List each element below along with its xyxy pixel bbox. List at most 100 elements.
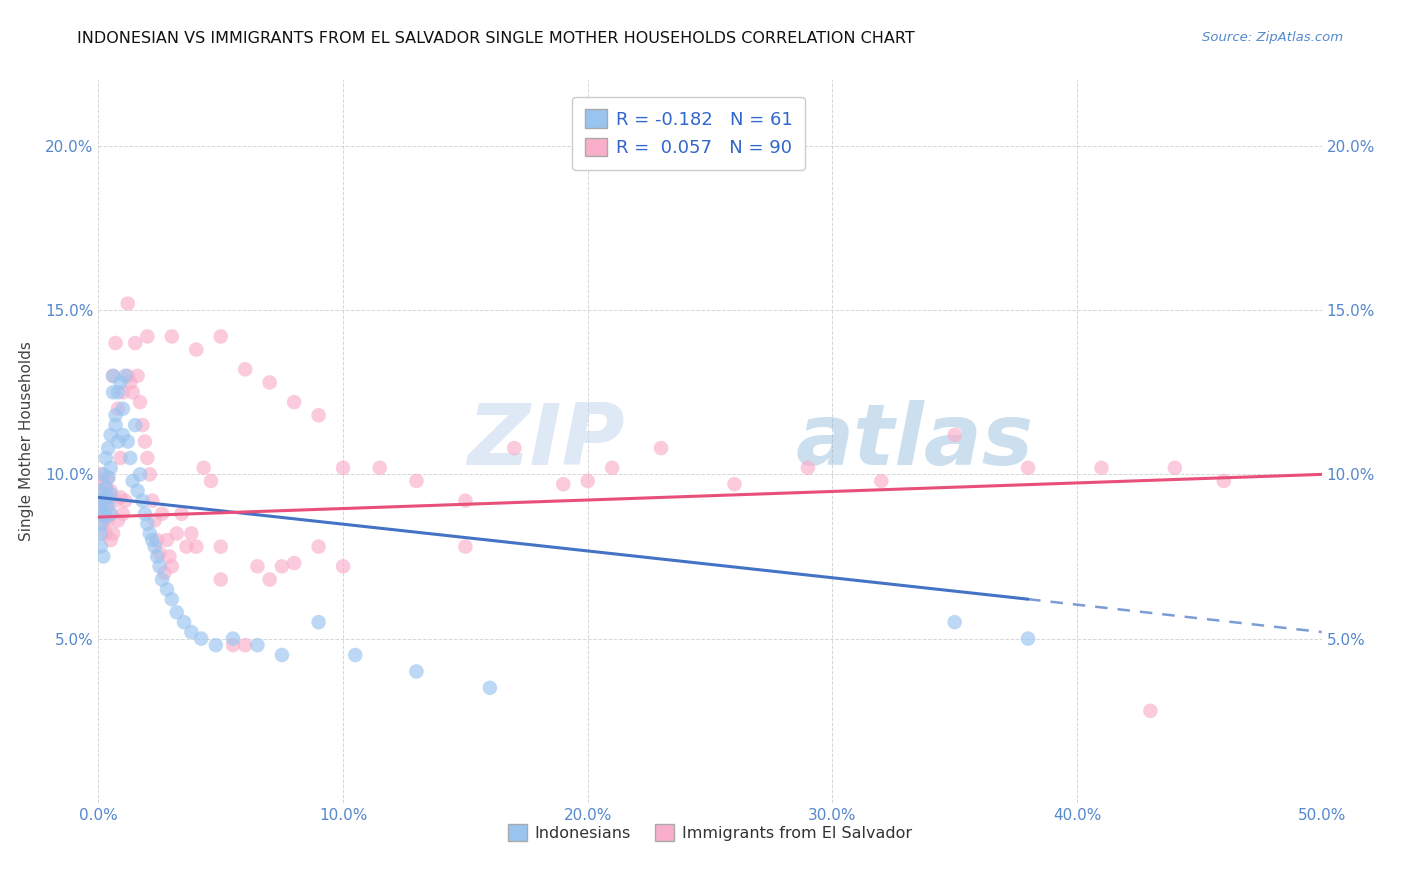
- Point: [97, 497, 120, 511]
- Point: [209, 540, 232, 554]
- Point: [332, 559, 354, 574]
- Point: [121, 474, 143, 488]
- Point: [156, 533, 179, 547]
- Point: [136, 329, 159, 343]
- Point: [110, 376, 132, 390]
- Point: [259, 573, 281, 587]
- Point: [124, 418, 146, 433]
- Point: [368, 460, 391, 475]
- Point: [111, 385, 134, 400]
- Point: [166, 526, 188, 541]
- Point: [1090, 460, 1112, 475]
- Point: [100, 483, 122, 498]
- Point: [104, 493, 127, 508]
- Point: [100, 428, 122, 442]
- Point: [97, 491, 120, 505]
- Point: [101, 368, 124, 383]
- Point: [90, 516, 112, 531]
- Point: [110, 491, 132, 505]
- Point: [101, 526, 124, 541]
- Point: [166, 605, 188, 619]
- Point: [117, 296, 139, 310]
- Point: [308, 409, 330, 423]
- Point: [200, 474, 222, 488]
- Point: [94, 500, 117, 515]
- Point: [283, 395, 305, 409]
- Point: [150, 507, 173, 521]
- Point: [149, 546, 172, 560]
- Point: [233, 362, 256, 376]
- Point: [107, 513, 129, 527]
- Point: [150, 573, 173, 587]
- Point: [332, 460, 354, 475]
- Point: [101, 368, 124, 383]
- Point: [104, 418, 127, 433]
- Point: [454, 540, 477, 554]
- Point: [97, 470, 120, 484]
- Point: [186, 343, 208, 357]
- Point: [283, 556, 305, 570]
- Point: [107, 401, 129, 416]
- Point: [94, 526, 117, 541]
- Point: [503, 441, 526, 455]
- Point: [308, 615, 330, 630]
- Point: [180, 625, 202, 640]
- Point: [405, 474, 427, 488]
- Point: [233, 638, 256, 652]
- Point: [91, 493, 114, 508]
- Point: [110, 450, 132, 465]
- Point: [100, 507, 122, 521]
- Point: [143, 540, 166, 554]
- Point: [209, 573, 232, 587]
- Point: [90, 500, 112, 515]
- Point: [149, 559, 172, 574]
- Point: [121, 385, 143, 400]
- Point: [141, 533, 163, 547]
- Point: [246, 559, 269, 574]
- Point: [90, 487, 112, 501]
- Point: [1212, 474, 1234, 488]
- Point: [100, 533, 122, 547]
- Point: [943, 615, 966, 630]
- Point: [797, 460, 820, 475]
- Point: [454, 493, 477, 508]
- Point: [160, 329, 183, 343]
- Legend: Indonesians, Immigrants from El Salvador: Indonesians, Immigrants from El Salvador: [499, 816, 921, 849]
- Point: [100, 460, 122, 475]
- Point: [94, 491, 117, 505]
- Point: [129, 395, 152, 409]
- Point: [193, 460, 215, 475]
- Point: [111, 428, 134, 442]
- Point: [139, 526, 162, 541]
- Point: [111, 401, 134, 416]
- Point: [100, 507, 122, 521]
- Point: [94, 450, 117, 465]
- Point: [131, 493, 153, 508]
- Point: [222, 632, 245, 646]
- Point: [143, 513, 166, 527]
- Point: [90, 526, 112, 541]
- Point: [176, 540, 198, 554]
- Point: [94, 510, 117, 524]
- Point: [111, 507, 134, 521]
- Point: [91, 467, 114, 482]
- Point: [136, 450, 159, 465]
- Point: [270, 648, 294, 662]
- Point: [344, 648, 367, 662]
- Point: [120, 450, 142, 465]
- Point: [246, 638, 269, 652]
- Text: ZIP: ZIP: [467, 400, 624, 483]
- Point: [124, 336, 146, 351]
- Point: [91, 474, 114, 488]
- Point: [1139, 704, 1161, 718]
- Point: [94, 481, 117, 495]
- Point: [205, 638, 228, 652]
- Point: [97, 513, 120, 527]
- Point: [170, 507, 193, 521]
- Point: [97, 441, 120, 455]
- Point: [870, 474, 893, 488]
- Point: [553, 477, 575, 491]
- Point: [141, 493, 163, 508]
- Point: [114, 368, 136, 383]
- Point: [478, 681, 501, 695]
